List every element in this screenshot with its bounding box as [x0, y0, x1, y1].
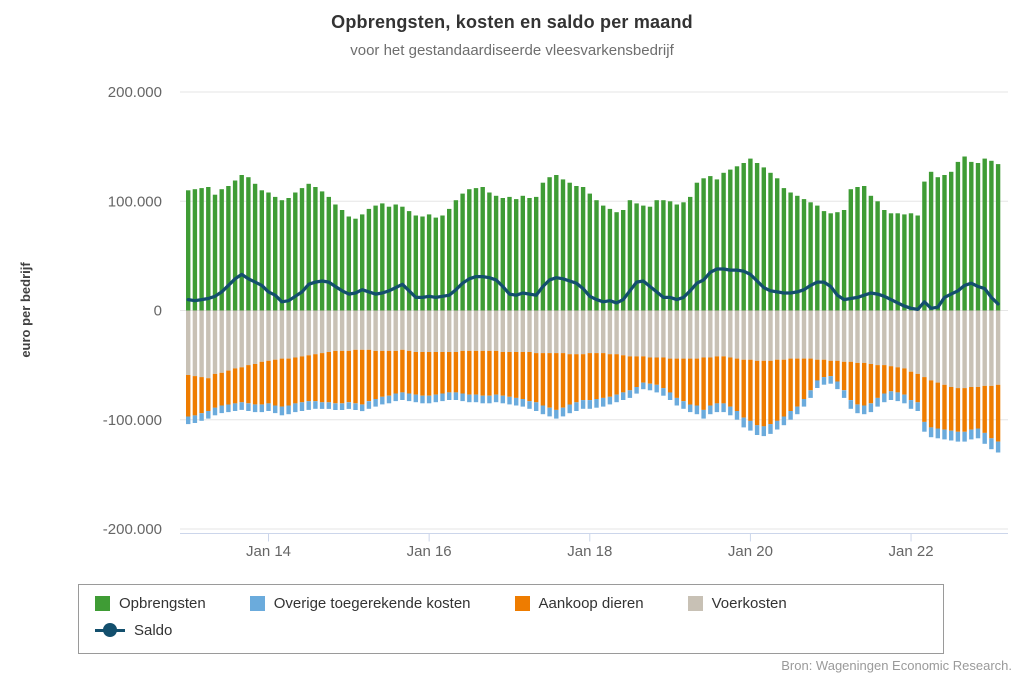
voerkosten-swatch-icon	[687, 596, 703, 611]
legend-item-voerkosten[interactable]: Voerkosten	[687, 595, 787, 612]
legend-label-voerkosten: Voerkosten	[711, 595, 787, 612]
y-axis-tick-label: -100.000	[103, 412, 162, 429]
x-axis-tick-label: Jan 16	[407, 543, 452, 560]
legend-label-aankoop-dieren: Aankoop dieren	[538, 595, 644, 612]
aankoop-dieren-swatch-icon	[514, 596, 530, 611]
series-overige-toegerekende-kosten	[186, 376, 1001, 453]
y-axis-tick-label: 200.000	[108, 84, 162, 101]
chart-legend: Opbrengsten Overige toegerekende kosten …	[78, 584, 944, 654]
legend-label-opbrengsten: Opbrengsten	[119, 595, 206, 612]
overige-kosten-swatch-icon	[249, 596, 265, 611]
series-opbrengsten	[186, 156, 1001, 311]
x-axis-tick-label: Jan 18	[567, 543, 612, 560]
x-axis-tick-label: Jan 22	[889, 543, 934, 560]
y-axis-title: euro per bedrijf	[18, 262, 33, 358]
legend-row-1: Opbrengsten Overige toegerekende kosten …	[79, 595, 943, 612]
series-voerkosten	[186, 310, 1001, 389]
legend-label-saldo: Saldo	[134, 622, 173, 639]
y-axis-tick-label: 100.000	[108, 193, 162, 210]
chart-title: Opbrengsten, kosten en saldo per maand	[331, 12, 693, 32]
legend-item-saldo[interactable]: Saldo	[95, 622, 172, 639]
legend-item-aankoop-dieren[interactable]: Aankoop dieren	[514, 595, 644, 612]
legend-row-2: Saldo	[79, 622, 943, 639]
y-axis-tick-label: 0	[154, 303, 162, 320]
legend-label-overige-kosten: Overige toegerekende kosten	[273, 595, 471, 612]
opbrengsten-swatch-icon	[95, 596, 110, 611]
y-axis-tick-label: -200.000	[103, 521, 162, 538]
chart-subtitle: voor het gestandaardiseerde vleesvarkens…	[350, 42, 674, 59]
legend-item-opbrengsten[interactable]: Opbrengsten	[95, 595, 206, 612]
source-note: Bron: Wageningen Economic Research.	[781, 658, 1012, 673]
series-aankoop-dieren	[186, 349, 1001, 442]
saldo-line-marker-icon	[95, 623, 125, 638]
series-saldo-line	[186, 267, 1000, 312]
legend-item-overige-kosten[interactable]: Overige toegerekende kosten	[249, 595, 471, 612]
x-axis-tick-label: Jan 20	[728, 543, 773, 560]
x-axis-tick-label: Jan 14	[246, 543, 291, 560]
